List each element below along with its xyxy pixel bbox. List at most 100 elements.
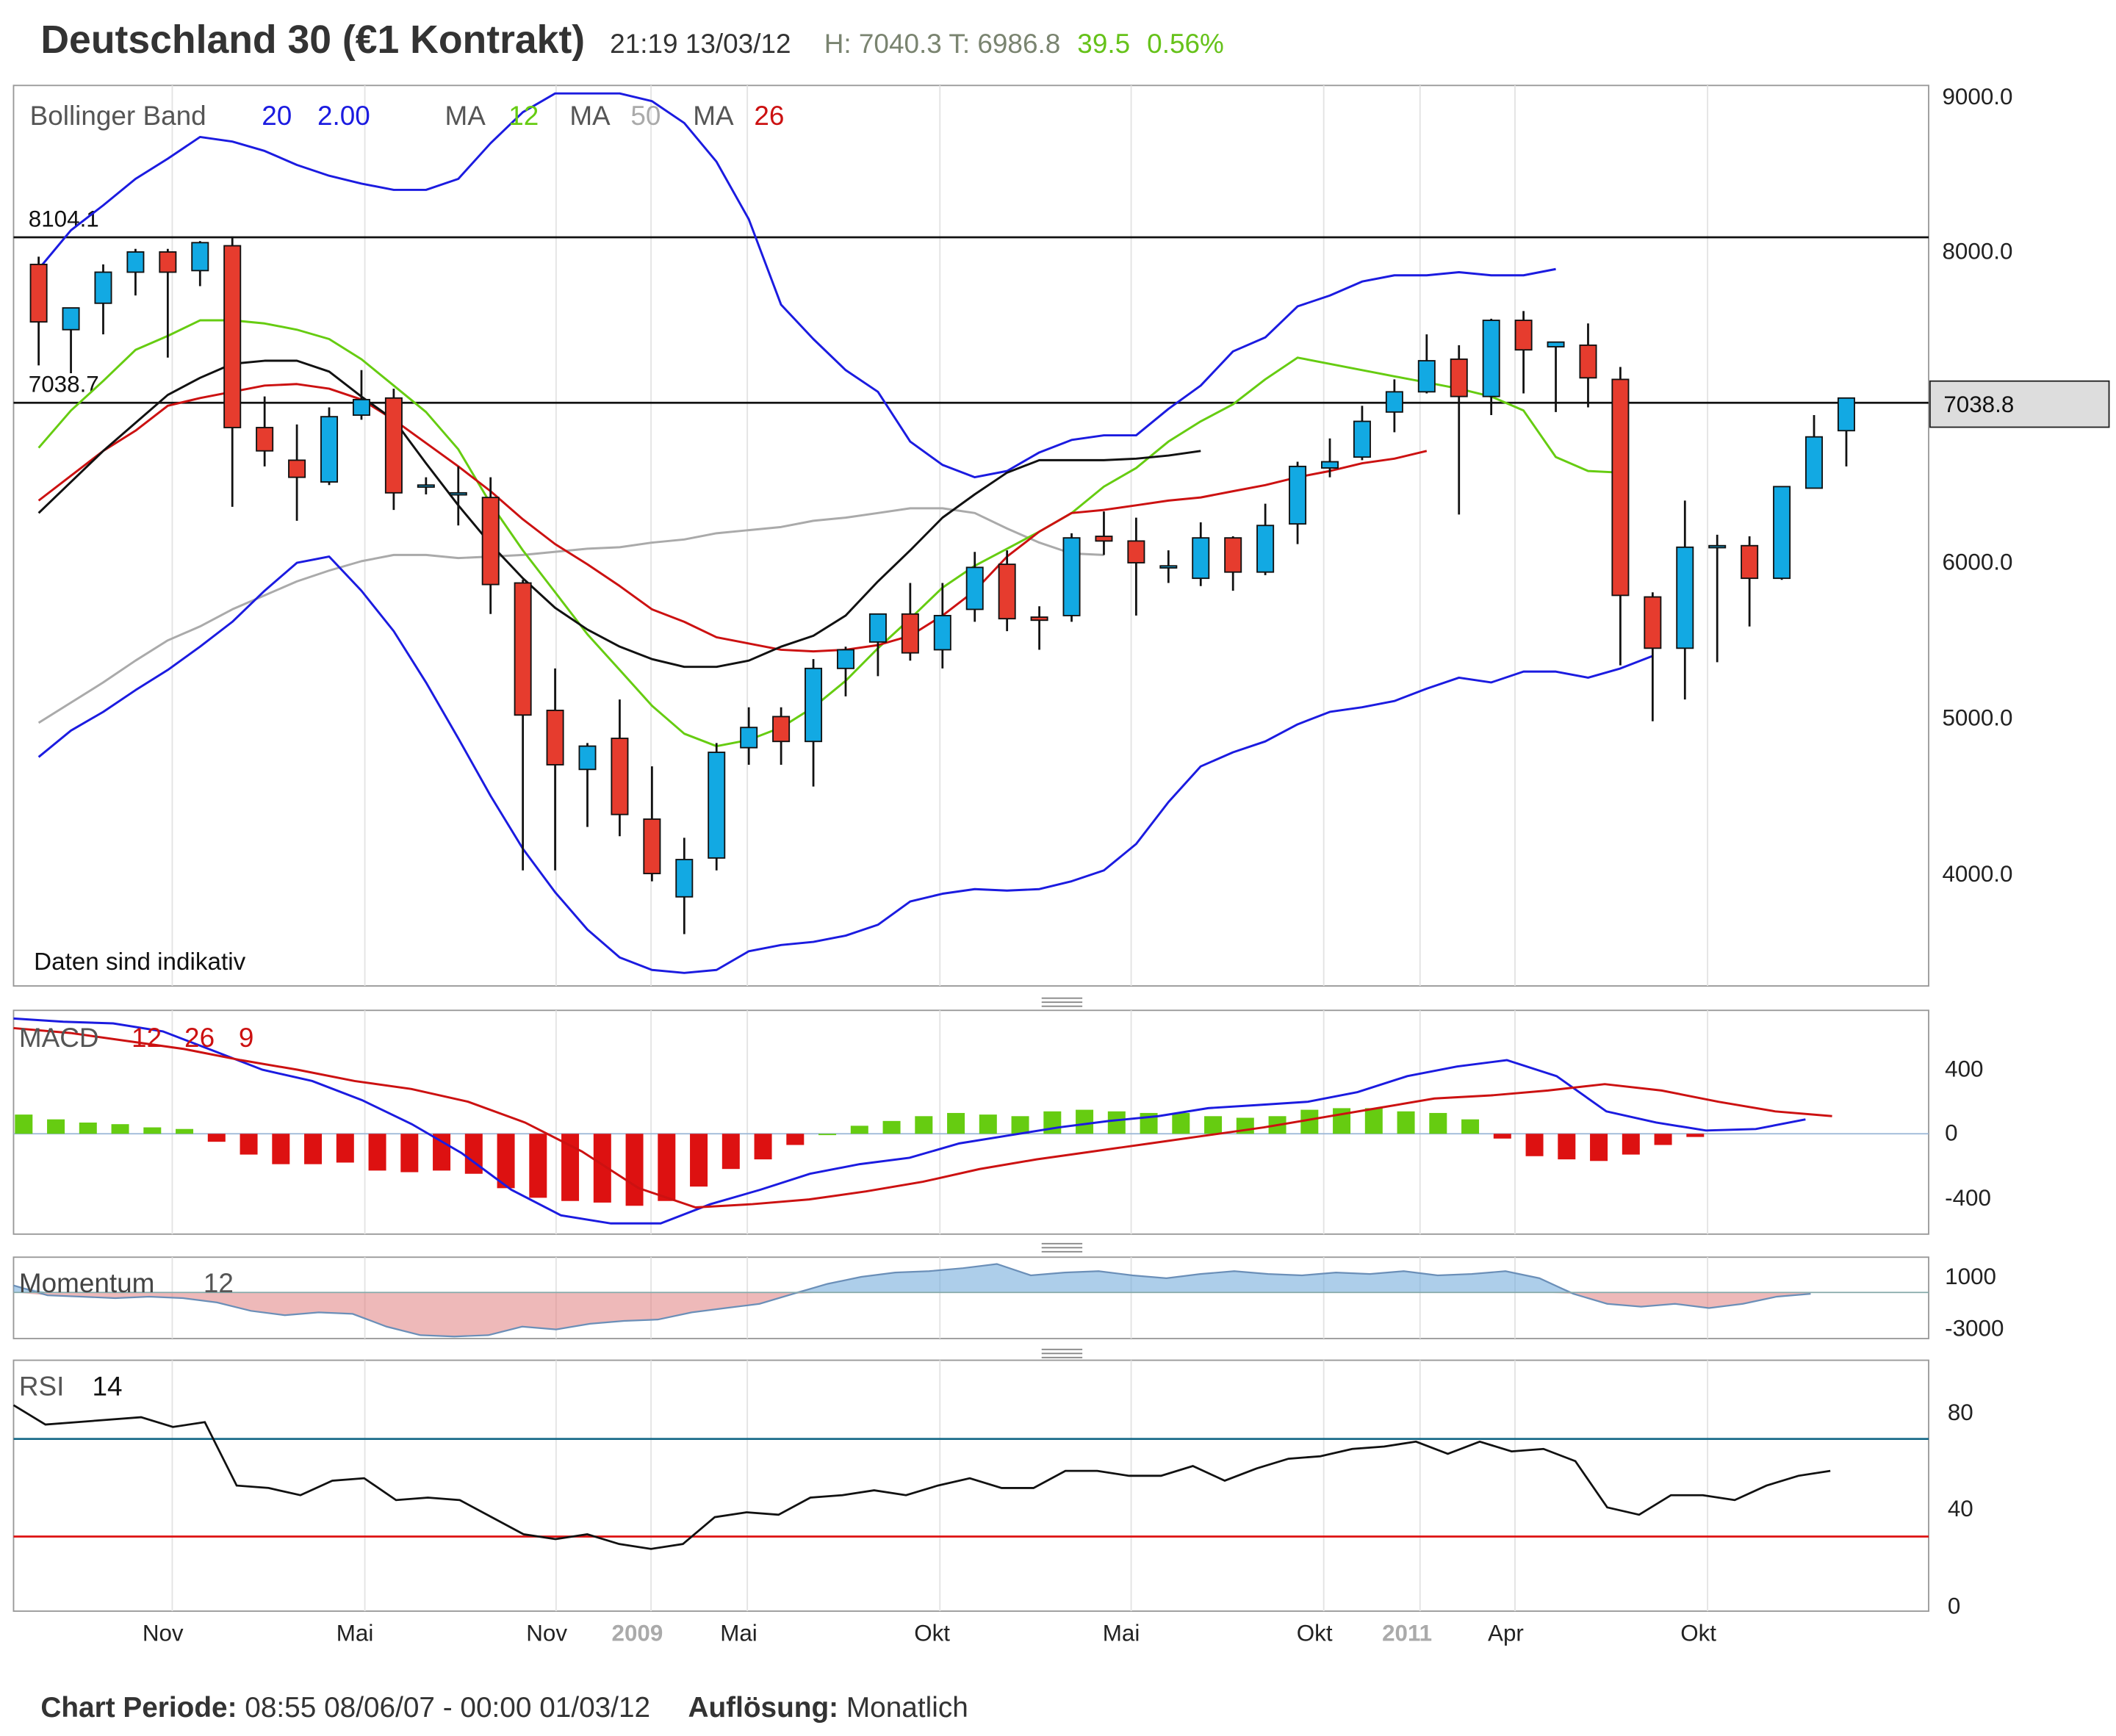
- candle-body: [1030, 616, 1048, 622]
- price-panel-frame: [12, 84, 1929, 987]
- y-tick-6000: 6000.0: [1942, 549, 2012, 575]
- macd-y-tick-0: 0: [1945, 1120, 1957, 1145]
- current-line-label: 7038.7: [29, 371, 99, 397]
- macd-resize-handle[interactable]: [1041, 997, 1083, 1007]
- macd-histogram-bar: [207, 1134, 226, 1142]
- chart-canvas[interactable]: 8104.1 7038.7 7038.8 9000.0 8000.0 6000.…: [0, 0, 2116, 1682]
- legend-ma-label-2: MA: [569, 101, 611, 131]
- candle: [546, 668, 564, 871]
- period-value: 08:55 08/06/07 - 00:00 01/03/12: [245, 1692, 651, 1724]
- candle: [1095, 511, 1113, 555]
- candle-body: [998, 563, 1016, 620]
- candle-body: [1644, 596, 1662, 649]
- candle-body: [126, 251, 145, 273]
- macd-histogram-bar: [1493, 1134, 1511, 1139]
- macd-signal-line: [13, 1026, 1832, 1209]
- candle: [62, 307, 80, 373]
- ma12-line: [37, 319, 1621, 748]
- price-y-axis: 9000.0 8000.0 6000.0 5000.0 4000.0: [1942, 84, 2012, 887]
- candle: [1385, 379, 1403, 433]
- candle: [1353, 406, 1371, 461]
- candle-body: [1417, 360, 1436, 393]
- macd-histogram-bar: [625, 1134, 644, 1206]
- rsi-series: [12, 1404, 1831, 1550]
- candle: [836, 647, 854, 696]
- candle-body: [352, 398, 370, 416]
- macd-histogram-bar: [1397, 1111, 1415, 1134]
- candle: [1192, 522, 1210, 586]
- macd-line: [13, 1017, 1806, 1225]
- momentum-resize-handle[interactable]: [1041, 1242, 1083, 1253]
- candle-body: [223, 245, 242, 428]
- chart-footer: Chart Periode: 08:55 08/06/07 - 00:00 01…: [40, 1693, 968, 1725]
- candle: [94, 264, 112, 335]
- high-low: H: 7040.3 T: 6986.8: [824, 29, 1061, 60]
- candle-body: [1482, 320, 1500, 397]
- candle-body: [191, 242, 209, 272]
- macd-histogram-bar: [721, 1134, 740, 1170]
- macd-histogram-bar: [304, 1134, 323, 1164]
- momentum-area: [13, 1263, 1811, 1338]
- rsi-legend-label: RSI: [19, 1372, 65, 1402]
- candle-body: [1611, 378, 1630, 597]
- rsi-resize-handle[interactable]: [1041, 1348, 1083, 1358]
- candle-body: [1676, 546, 1694, 649]
- candle: [1159, 550, 1178, 583]
- candle-body: [62, 307, 80, 331]
- macd-histogram-bar: [1333, 1108, 1351, 1134]
- candle: [191, 241, 209, 287]
- macd-histogram-bar: [1558, 1134, 1576, 1160]
- macd-legend-p3: 9: [239, 1023, 254, 1053]
- macd-histogram-bar: [47, 1119, 65, 1134]
- momentum-panel: Momentum 12 1000 -3000: [13, 1263, 2004, 1341]
- candle: [1482, 318, 1500, 416]
- macd-y-axis: 400 0 -400: [1945, 1056, 1991, 1211]
- momentum-y-axis: 1000 -3000: [1945, 1264, 2004, 1341]
- macd-histogram-bar: [690, 1134, 708, 1187]
- candle-body: [1062, 537, 1081, 616]
- macd-histogram-bar: [368, 1134, 386, 1171]
- macd-legend-p1: 12: [132, 1023, 162, 1053]
- high-reference-label: 8104.1: [29, 206, 99, 231]
- candle-body: [417, 484, 435, 488]
- candle-body: [1256, 525, 1275, 573]
- candle: [1417, 334, 1436, 394]
- macd-histogram-bar: [1107, 1111, 1126, 1134]
- momentum-panel-frame: [12, 1256, 1929, 1339]
- candle: [772, 707, 791, 765]
- legend-bb-label: Bollinger Band: [30, 101, 206, 131]
- ma26-line: [37, 383, 1428, 653]
- candle: [1708, 534, 1727, 663]
- candle: [1837, 397, 1855, 467]
- candle-body: [1547, 341, 1565, 347]
- candle: [126, 248, 145, 296]
- x-tick-2009: 2009: [612, 1621, 663, 1646]
- macd-histogram-bar: [240, 1134, 258, 1155]
- macd-histogram-bar: [79, 1123, 97, 1134]
- candle: [159, 248, 177, 358]
- candle: [1450, 345, 1468, 515]
- candle-body: [320, 416, 339, 483]
- x-tick-2011: 2011: [1382, 1621, 1432, 1646]
- momentum-y-tick-neg3000: -3000: [1945, 1315, 2004, 1341]
- macd-legend: MACD 12 26 9: [19, 1023, 254, 1053]
- instrument-title: Deutschland 30 (€1 Kontrakt): [40, 18, 586, 62]
- macd-histogram-bar: [1172, 1112, 1190, 1134]
- x-axis: Nov Mai Nov 2009 Mai Okt Mai Okt 2011 Ap…: [143, 1621, 1716, 1646]
- candle-body: [643, 818, 661, 874]
- candle: [708, 743, 726, 871]
- macd-histogram-bar: [1622, 1134, 1640, 1155]
- candle: [384, 389, 403, 511]
- candle: [933, 583, 951, 669]
- candle-body: [1192, 537, 1210, 580]
- candle: [643, 766, 661, 882]
- macd-histogram-bar: [979, 1114, 997, 1134]
- y-tick-8000: 8000.0: [1942, 239, 2012, 264]
- candle-body: [546, 710, 564, 766]
- momentum-negative-area: [13, 1292, 1811, 1337]
- momentum-line: [13, 1263, 1811, 1338]
- ma50-line: [37, 507, 1104, 724]
- macd-panel: MACD 12 26 9 400 0 -400: [13, 1017, 1991, 1225]
- candle: [740, 707, 758, 765]
- panel-resize-handles[interactable]: [1041, 997, 1083, 1358]
